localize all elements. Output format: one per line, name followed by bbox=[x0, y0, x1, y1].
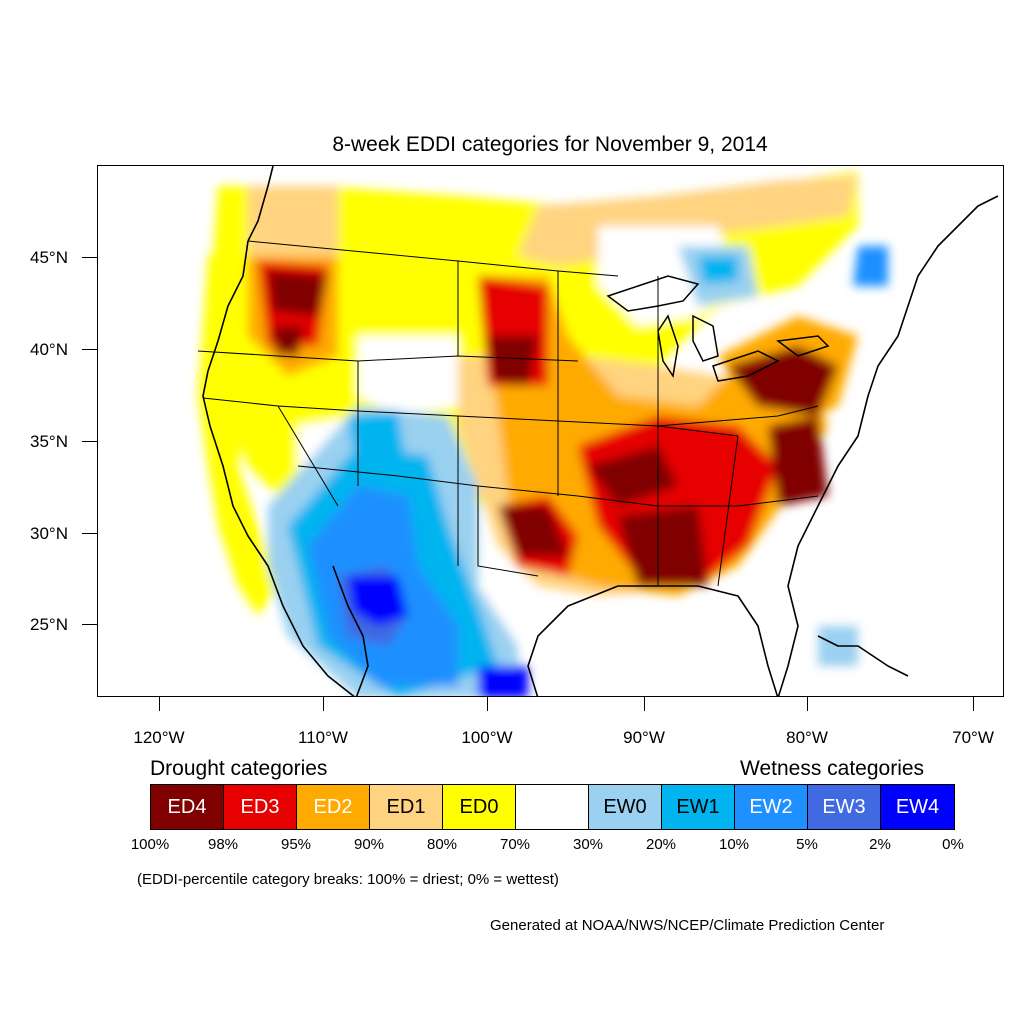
region-neutral-rockies bbox=[358, 336, 458, 416]
region-ed4-idaho2 bbox=[273, 326, 303, 356]
region-ed4-oklahoma bbox=[498, 506, 568, 556]
break-label: 70% bbox=[499, 836, 531, 853]
lon-label-80: 80°W bbox=[786, 728, 828, 747]
region-ed4-ok2 bbox=[588, 446, 678, 506]
state-borders bbox=[197, 240, 819, 587]
legend-cell-ed4: ED4 bbox=[151, 785, 224, 829]
legend-cell-ed1: ED1 bbox=[370, 785, 443, 829]
lon-label-100: 100°W bbox=[461, 728, 513, 747]
credit-line: Generated at NOAA/NWS/NCEP/Climate Predi… bbox=[490, 917, 885, 934]
legend-cell-ew3: EW3 bbox=[808, 785, 881, 829]
map-frame bbox=[97, 165, 1004, 697]
lon-tick-70 bbox=[973, 697, 974, 711]
legend-cell-ed3: ED3 bbox=[224, 785, 297, 829]
lat-label-25: 25°N bbox=[30, 615, 68, 634]
break-label: 80% bbox=[426, 836, 458, 853]
region-ew1-co bbox=[348, 411, 408, 486]
lat-label-30: 30°N bbox=[30, 524, 68, 543]
lon-tick-120 bbox=[159, 697, 160, 711]
lon-tick-110 bbox=[323, 697, 324, 711]
lat-tick-25 bbox=[82, 624, 97, 625]
great-lakes bbox=[606, 275, 830, 382]
lat-label-45: 45°N bbox=[30, 248, 68, 267]
break-label: 20% bbox=[645, 836, 677, 853]
region-ed4-deepsouth bbox=[618, 506, 708, 586]
category-note: (EDDI-percentile category breaks: 100% =… bbox=[137, 871, 559, 888]
legend-cell-neutral bbox=[516, 785, 589, 829]
lon-label-90: 90°W bbox=[623, 728, 665, 747]
break-label: 30% bbox=[572, 836, 604, 853]
lon-tick-80 bbox=[807, 697, 808, 711]
region-ew1-ontario bbox=[698, 256, 738, 284]
break-label: 5% bbox=[796, 836, 818, 853]
legend-cell-ew2: EW2 bbox=[735, 785, 808, 829]
legend-cell-ew4: EW4 bbox=[881, 785, 954, 829]
lat-tick-30 bbox=[82, 533, 97, 534]
wetness-categories-heading: Wetness categories bbox=[740, 757, 925, 780]
lon-label-110: 110°W bbox=[298, 728, 348, 747]
lon-tick-90 bbox=[644, 697, 645, 711]
lon-label-120: 120°W bbox=[133, 728, 185, 747]
region-ew4-tx bbox=[478, 666, 528, 696]
category-color-bar: ED4 ED3 ED2 ED1 ED0 EW0 EW1 EW2 EW3 EW4 bbox=[150, 784, 955, 830]
break-label: 100% bbox=[130, 836, 170, 853]
break-label: 2% bbox=[869, 836, 891, 853]
region-ew4-sw bbox=[348, 576, 408, 626]
eddi-map bbox=[197, 166, 999, 696]
lat-label-40: 40°N bbox=[30, 340, 68, 359]
break-label: 0% bbox=[942, 836, 964, 853]
break-label: 90% bbox=[353, 836, 385, 853]
break-label: 98% bbox=[207, 836, 239, 853]
legend-cell-ed2: ED2 bbox=[297, 785, 370, 829]
lon-label-70: 70°W bbox=[952, 728, 994, 747]
lon-tick-100 bbox=[487, 697, 488, 711]
lat-tick-40 bbox=[82, 349, 97, 350]
drought-categories-heading: Drought categories bbox=[150, 757, 328, 780]
region-ed4-ne bbox=[728, 346, 838, 416]
region-ed4-idaho bbox=[268, 271, 328, 316]
lat-label-35: 35°N bbox=[30, 432, 68, 451]
legend-cell-ew1: EW1 bbox=[662, 785, 735, 829]
region-ed4-carolina bbox=[768, 416, 828, 506]
legend-cell-ew0: EW0 bbox=[589, 785, 662, 829]
lat-tick-35 bbox=[82, 441, 97, 442]
map-title: 8-week EDDI categories for November 9, 2… bbox=[332, 133, 768, 156]
region-ew1-maine bbox=[853, 246, 888, 286]
break-label: 10% bbox=[718, 836, 750, 853]
legend-cell-ed0: ED0 bbox=[443, 785, 516, 829]
lat-tick-45 bbox=[82, 257, 97, 258]
region-ed4-dakota bbox=[488, 336, 538, 386]
break-label: 95% bbox=[280, 836, 312, 853]
